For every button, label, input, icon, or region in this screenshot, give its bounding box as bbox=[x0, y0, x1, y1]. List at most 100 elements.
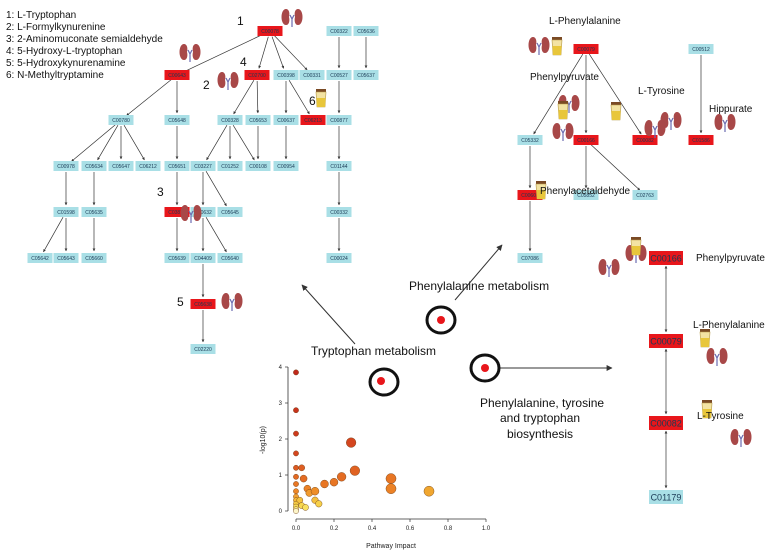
edge-t10-t17 bbox=[71, 123, 117, 162]
label-bio-phenylpyruvate: Phenylpyruvate bbox=[696, 253, 765, 264]
node-box bbox=[649, 334, 683, 348]
node-box bbox=[326, 161, 352, 171]
label-phe-l-phenylalanine: L-Phenylalanine bbox=[549, 16, 621, 27]
node-label: C00082 bbox=[650, 419, 682, 429]
compound-node-c00512: C00512 bbox=[688, 44, 714, 54]
data-point bbox=[310, 487, 320, 496]
x-tick-label: 0.4 bbox=[368, 526, 377, 532]
node-box bbox=[164, 115, 190, 125]
edge-t1-t3 bbox=[258, 36, 269, 69]
data-point bbox=[293, 464, 299, 471]
node-box bbox=[517, 135, 543, 145]
data-point bbox=[299, 474, 308, 483]
compound-node-c00398: C00398 bbox=[273, 70, 299, 80]
urine-cup-icon bbox=[699, 328, 711, 348]
compound-node-c00978: C00978 bbox=[53, 161, 79, 171]
connector-arrow-phenylalanine bbox=[454, 244, 503, 301]
y-tick-label: 3 bbox=[279, 401, 283, 407]
legend-item: 5: 5-Hydroxykynurenamine bbox=[6, 58, 126, 69]
node-box bbox=[190, 161, 216, 171]
kidney-icon bbox=[713, 113, 737, 133]
connector-arrow-tryptophan bbox=[301, 284, 356, 345]
node-box bbox=[108, 115, 134, 125]
compound-node-c05648: C05648 bbox=[164, 115, 190, 125]
data-point bbox=[329, 478, 339, 487]
data-point bbox=[293, 407, 299, 414]
node-label: C00643 bbox=[168, 73, 186, 79]
compound-node-c05634: C05634 bbox=[81, 161, 107, 171]
x-tick-label: 0.2 bbox=[330, 526, 339, 532]
compound-node-c04409: C04409 bbox=[190, 253, 216, 263]
node-label: C00332 bbox=[330, 210, 348, 216]
legend-item: 6: N-Methyltryptamine bbox=[6, 70, 104, 81]
node-box bbox=[573, 44, 599, 54]
node-label: C00398 bbox=[277, 73, 295, 79]
compound-node-c05635: C05635 bbox=[81, 207, 107, 217]
kidney-icon bbox=[551, 122, 575, 142]
node-label: C01179 bbox=[651, 493, 682, 503]
node-label: C00780 bbox=[112, 118, 130, 124]
kidney-icon bbox=[280, 8, 304, 28]
node-label: C03824 bbox=[168, 210, 186, 216]
node-box bbox=[245, 115, 271, 125]
legend-item: 2: L-Formylkynurenine bbox=[6, 22, 106, 33]
data-point bbox=[385, 483, 397, 494]
node-label: C01252 bbox=[221, 164, 239, 170]
node-box bbox=[217, 115, 243, 125]
compound-node-c05653: C05653 bbox=[245, 115, 271, 125]
node-box bbox=[190, 253, 216, 263]
label-phe-hippurate: Hippurate bbox=[709, 104, 753, 115]
node-label: C00322 bbox=[330, 29, 348, 35]
compound-node-c00954: C00954 bbox=[273, 161, 299, 171]
compound-node-c02700: C02700 bbox=[244, 70, 270, 80]
x-tick-label: 0.8 bbox=[444, 526, 453, 532]
compound-node-c00024: C00024 bbox=[326, 253, 352, 263]
node-label: C00079 bbox=[650, 337, 682, 347]
edge-t1-t5 bbox=[273, 35, 308, 71]
node-box bbox=[53, 161, 79, 171]
node-box bbox=[273, 161, 299, 171]
data-point bbox=[293, 473, 299, 480]
compound-node-c00079: C00079 bbox=[573, 44, 599, 54]
data-point bbox=[349, 465, 360, 476]
node-label: C00328 bbox=[221, 118, 239, 124]
compound-node-c00166: C00166 bbox=[573, 135, 599, 145]
y-tick-label: 2 bbox=[279, 437, 283, 443]
node-box bbox=[53, 207, 79, 217]
node-box bbox=[53, 253, 79, 263]
label-biosynthesis-line3: biosynthesis bbox=[507, 427, 574, 441]
node-box bbox=[632, 135, 658, 145]
ring-tryptophan bbox=[368, 367, 400, 397]
data-point bbox=[385, 473, 397, 484]
node-box bbox=[27, 253, 53, 263]
node-box bbox=[273, 115, 299, 125]
node-label: C05638 bbox=[194, 302, 212, 308]
compound-node-c00079: C00079 bbox=[649, 334, 683, 348]
kidney-icon bbox=[178, 43, 202, 63]
compound-node-c05643: C05643 bbox=[53, 253, 79, 263]
ring-phenylalanine bbox=[425, 305, 457, 335]
compound-node-c01586: C01586 bbox=[688, 135, 714, 145]
edge-t10-t20 bbox=[123, 124, 145, 161]
node-label: C05651 bbox=[168, 164, 186, 170]
node-label: C01586 bbox=[692, 138, 710, 144]
node-label: C05645 bbox=[221, 210, 239, 216]
kidney-icon bbox=[597, 258, 621, 278]
node-label: C05636 bbox=[357, 29, 375, 35]
node-label: C00078 bbox=[261, 29, 279, 35]
node-box bbox=[217, 253, 243, 263]
y-tick-label: 0 bbox=[279, 509, 283, 515]
node-box bbox=[326, 253, 352, 263]
node-box bbox=[299, 70, 325, 80]
x-tick-label: 1.0 bbox=[482, 526, 491, 532]
node-box bbox=[108, 161, 134, 171]
node-label: C07086 bbox=[521, 256, 539, 262]
compound-node-c00331: C00331 bbox=[299, 70, 325, 80]
kidney-icon bbox=[729, 428, 753, 448]
node-box bbox=[190, 207, 216, 217]
ring-biosynthesis bbox=[469, 353, 501, 383]
node-label: C04409 bbox=[194, 256, 212, 262]
edge-t1-t2 bbox=[183, 33, 265, 73]
node-box bbox=[326, 207, 352, 217]
